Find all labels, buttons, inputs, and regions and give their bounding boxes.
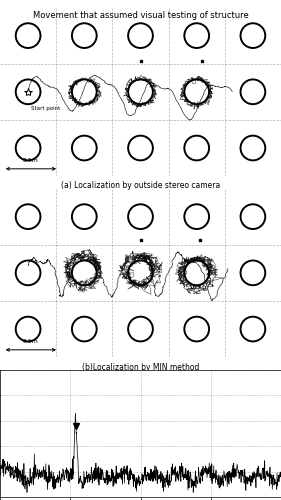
Text: 0.5m: 0.5m	[23, 338, 39, 344]
Text: (a) Localization by outside stereo camera: (a) Localization by outside stereo camer…	[61, 182, 220, 190]
Text: Start point: Start point	[31, 106, 60, 111]
Text: Movement that assumed visual testing of structure: Movement that assumed visual testing of …	[33, 11, 248, 20]
Text: 0.5m: 0.5m	[23, 158, 39, 162]
Text: (b)Localization by MIN method: (b)Localization by MIN method	[82, 362, 199, 372]
